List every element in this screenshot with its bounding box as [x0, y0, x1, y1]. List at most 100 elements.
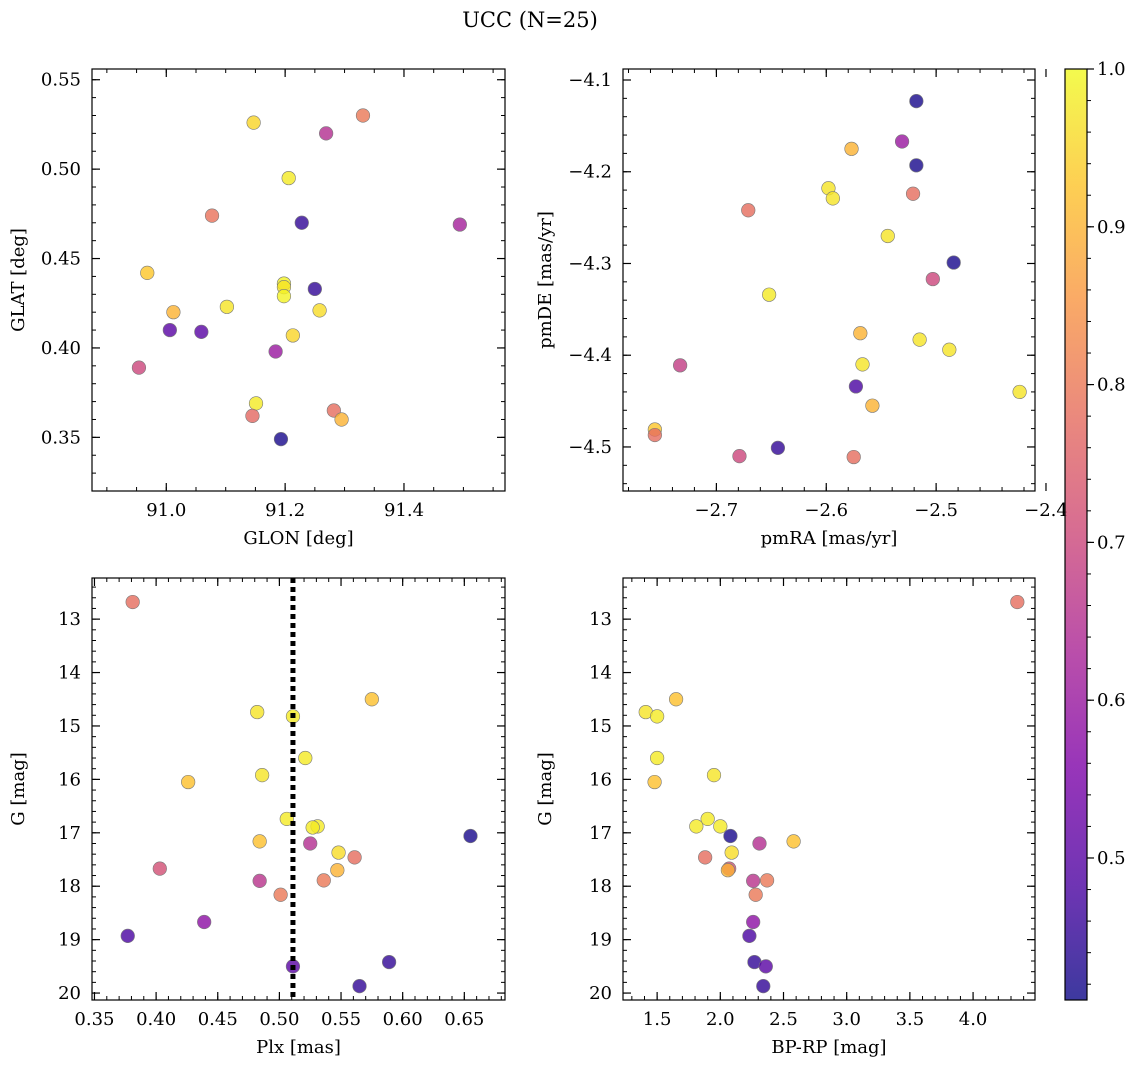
x-tick-label: 91.2	[265, 500, 305, 521]
data-point	[166, 305, 181, 320]
plot-area	[647, 94, 1027, 465]
x-tick-label: −2.7	[695, 500, 739, 521]
data-point	[853, 326, 868, 341]
panel-plx-g: 0.35 0.40 0.45 0.50 0.55 0.60 0.65 13 14 15 16 17 18…	[8, 577, 506, 1058]
data-point	[276, 288, 292, 304]
data-point	[281, 170, 296, 186]
y-tick-label: 0.40	[41, 338, 81, 359]
data-point	[246, 115, 261, 130]
data-point	[364, 692, 379, 707]
data-point	[152, 861, 167, 876]
colorbar-frame	[1064, 68, 1088, 1001]
data-point	[846, 449, 861, 465]
data-point	[316, 873, 331, 888]
y-tick-label: 14	[589, 663, 612, 684]
data-point	[125, 594, 140, 610]
data-point	[331, 845, 346, 860]
x-axis-label: pmRA [mas/yr]	[761, 528, 898, 549]
colorbar-gradient	[1065, 69, 1087, 1000]
x-tick-label: 91.0	[146, 500, 186, 521]
colorbar-tick-label: 0.9	[1097, 217, 1126, 238]
y-tick-label: 0.55	[41, 70, 81, 91]
data-point	[848, 379, 864, 394]
x-tick-label: 3.5	[896, 1009, 925, 1030]
x-tick-label: −2.6	[804, 500, 848, 521]
y-tick-label: 20	[58, 983, 81, 1004]
y-tick-label: 0.45	[41, 249, 81, 270]
x-tick-label: 0.60	[383, 1009, 423, 1030]
data-point	[305, 820, 320, 835]
data-point	[925, 271, 940, 287]
data-point	[452, 217, 467, 232]
data-point	[352, 979, 367, 994]
y-tick-label: 16	[589, 769, 612, 790]
data-point	[909, 94, 924, 109]
y-axis-label: GLAT [deg]	[8, 228, 29, 332]
data-point	[307, 281, 322, 297]
y-tick-label: 15	[589, 716, 612, 737]
y-tick-label: 19	[589, 930, 612, 951]
y-tick-label: 17	[58, 823, 81, 844]
data-point	[946, 255, 961, 270]
y-tick-label: 18	[58, 876, 81, 897]
scatter-panels: 91.0 91.2 91.4 0.35 0.40 0.45 0.50 0.55 GLON [de…	[8, 68, 1068, 1058]
panel-pmra-pmde: −2.7 −2.6 −2.5 −2.4 −4.5 −4.4 −4.3 −4.2 −4.1 pmRA…	[535, 68, 1068, 549]
figure-title: UCC (N=25)	[462, 8, 598, 32]
data-point	[140, 265, 155, 280]
data-point	[698, 850, 713, 865]
data-point	[285, 328, 300, 343]
data-point	[131, 360, 147, 375]
plot-area	[120, 578, 478, 1000]
colorbar-tick-label: 0.8	[1097, 375, 1126, 396]
x-tick-label: 4.0	[959, 1009, 988, 1030]
plot-area	[131, 108, 467, 447]
data-point	[294, 215, 309, 230]
data-point	[713, 819, 728, 834]
data-point	[255, 768, 270, 783]
data-point	[330, 863, 345, 878]
y-tick-label: 13	[589, 609, 612, 630]
data-point	[700, 811, 715, 827]
data-point	[334, 412, 349, 427]
y-axis-label: G [mag]	[535, 752, 556, 825]
data-point	[250, 704, 265, 720]
colorbar-tick-label: 0.6	[1097, 690, 1126, 711]
data-point	[689, 819, 704, 834]
x-tick-label: 0.40	[136, 1009, 176, 1030]
data-point	[355, 108, 371, 123]
data-point	[273, 432, 289, 447]
data-point	[865, 398, 880, 413]
data-point	[181, 774, 196, 790]
data-point	[279, 811, 294, 827]
colorbar-tick-label: 0.7	[1097, 532, 1126, 553]
colorbar-ticks: 0.5 0.6 0.7 0.8 0.9 1.0	[1087, 59, 1126, 985]
data-point	[912, 332, 927, 347]
data-point	[647, 427, 662, 443]
data-point	[303, 836, 318, 851]
data-point	[245, 408, 260, 423]
data-point	[894, 134, 910, 149]
y-tick-label: 0.35	[41, 427, 81, 448]
data-point	[650, 750, 665, 766]
panel-glon-glat: 91.0 91.2 91.4 0.35 0.40 0.45 0.50 0.55 GLON [de…	[8, 68, 506, 549]
y-tick-label: 14	[58, 663, 81, 684]
data-point	[752, 836, 767, 851]
plot-area	[638, 594, 1025, 994]
colorbar-tick-label: 0.5	[1097, 848, 1126, 869]
data-point	[668, 692, 684, 707]
data-point	[312, 303, 327, 318]
axes-frame	[91, 577, 506, 1001]
y-axis-label: pmDE [mas/yr]	[535, 211, 556, 349]
axes-frame	[91, 68, 506, 492]
data-point	[844, 141, 859, 156]
data-point	[732, 449, 747, 464]
y-axis-label: G [mag]	[8, 752, 29, 825]
x-tick-label: 0.65	[444, 1009, 484, 1030]
data-point	[746, 914, 761, 930]
x-axis-label: BP-RP [mag]	[771, 1037, 886, 1058]
data-point	[909, 158, 924, 173]
data-point	[723, 828, 738, 844]
data-point	[248, 396, 264, 411]
y-tick-label: 15	[58, 716, 81, 737]
